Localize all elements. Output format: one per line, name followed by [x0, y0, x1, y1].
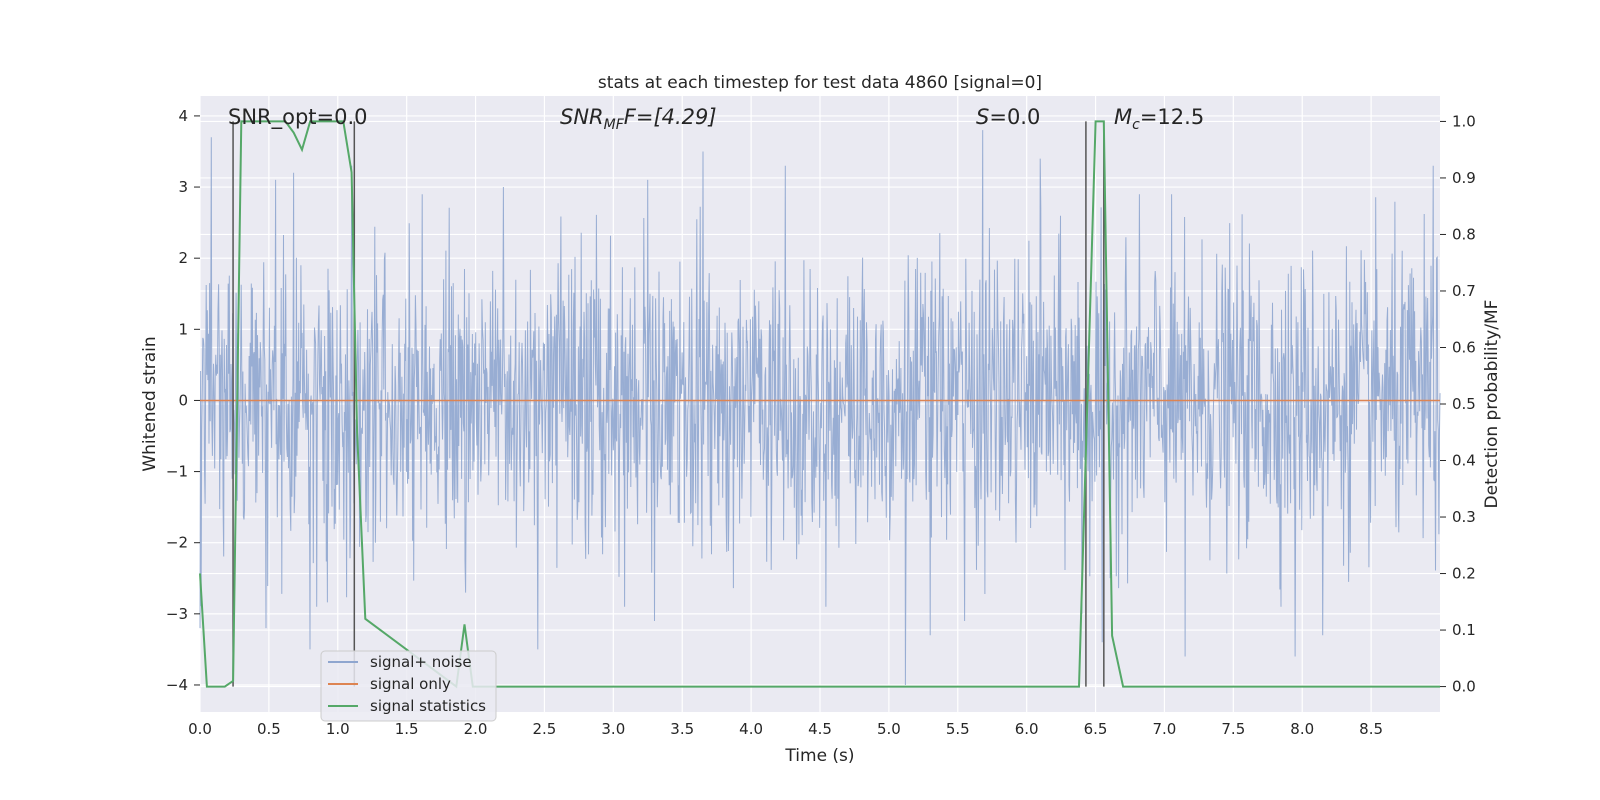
y-tick-label: 1: [178, 320, 188, 338]
x-tick-label: 3.0: [601, 720, 625, 738]
x-tick-label: 7.0: [1153, 720, 1177, 738]
x-tick-label: 1.0: [326, 720, 350, 738]
vertical-markers: [232, 121, 1105, 687]
annotation-snr-mf-main: SNR: [560, 105, 604, 129]
x-tick-label: 0.5: [257, 720, 281, 738]
x-tick-label: 6.5: [1084, 720, 1108, 738]
x-tick-label: 2.0: [464, 720, 488, 738]
y2-axis-label: Detection probability/MF: [1482, 300, 1502, 509]
y-tick-label: 3: [178, 178, 188, 196]
x-tick-label: 0.0: [188, 720, 212, 738]
annotation-snr-opt: SNR_opt=0.0: [228, 105, 368, 130]
y-axis-label: Whitened strain: [140, 336, 160, 471]
x-tick-label: 5.5: [946, 720, 970, 738]
chart-title: stats at each timestep for test data 486…: [598, 73, 1042, 93]
x-tick-label: 6.0: [1015, 720, 1039, 738]
annotation-snr-mf-value: F=[4.29]: [624, 105, 717, 129]
signal-statistics-line: [199, 120, 1440, 689]
x-tick-label: 5.0: [877, 720, 901, 738]
x-tick-label: 8.5: [1359, 720, 1383, 738]
annotation-s-value: =0.0: [989, 105, 1040, 129]
legend-label-signal-noise: signal+ noise: [370, 653, 472, 671]
y2-tick-label: 0.8: [1452, 225, 1476, 243]
y-tick-label: 4: [178, 107, 188, 125]
y-tick-label: −2: [166, 534, 188, 552]
y-tick-label: −4: [166, 676, 188, 694]
legend: signal+ noise signal only signal statist…: [320, 650, 497, 722]
x-tick-label: 2.5: [533, 720, 557, 738]
annotation-mc-sub: c: [1132, 117, 1140, 133]
x-axis-label: Time (s): [784, 746, 854, 766]
annotation-mc-main: M: [1114, 105, 1132, 129]
y2-tick-label: 0.4: [1452, 452, 1476, 470]
y2-tick-label: 0.0: [1452, 678, 1476, 696]
legend-label-signal-only: signal only: [370, 675, 451, 693]
annotation-snr-mf-sub: MF: [604, 117, 625, 133]
signal-statistics-series: [199, 120, 1440, 689]
ticks: 0.0 0.5 1.0 1.5 2.0 2.5 3.0 3.5 4.0 4.5 5.0 5.5 6.0 6…: [166, 107, 1476, 738]
y-tick-label: −1: [166, 463, 188, 481]
x-tick-label: 7.5: [1221, 720, 1245, 738]
y2-tick-label: 0.3: [1452, 508, 1476, 526]
y-tick-label: −3: [166, 605, 188, 623]
x-tick-label: 4.0: [739, 720, 763, 738]
signal-noise-line: [199, 130, 1441, 686]
y2-tick-label: 1.0: [1452, 112, 1476, 130]
y2-tick-label: 0.9: [1452, 169, 1476, 187]
x-tick-label: 4.5: [808, 720, 832, 738]
x-tick-label: 3.5: [670, 720, 694, 738]
legend-label-signal-statistics: signal statistics: [370, 697, 486, 715]
x-tick-label: 1.5: [395, 720, 419, 738]
legend-box: [320, 650, 497, 722]
y2-tick-label: 0.7: [1452, 282, 1476, 300]
annotation-mc: Mc=12.5: [1114, 105, 1204, 133]
y2-tick-label: 0.6: [1452, 338, 1476, 356]
y-tick-label: 0: [178, 391, 188, 409]
y2-tick-label: 0.1: [1452, 621, 1476, 639]
y2-tick-label: 0.2: [1452, 565, 1476, 583]
annotation-s-main: S: [976, 105, 989, 129]
annotation-snr-mf: SNRMFF=[4.29]: [560, 105, 717, 133]
x-tick-label: 8.0: [1290, 720, 1314, 738]
annotation-s: S=0.0: [976, 105, 1040, 129]
y-tick-label: 2: [178, 249, 188, 267]
signal-noise-series: [199, 130, 1441, 686]
annotation-mc-value: =12.5: [1140, 105, 1204, 129]
y2-tick-label: 0.5: [1452, 395, 1476, 413]
